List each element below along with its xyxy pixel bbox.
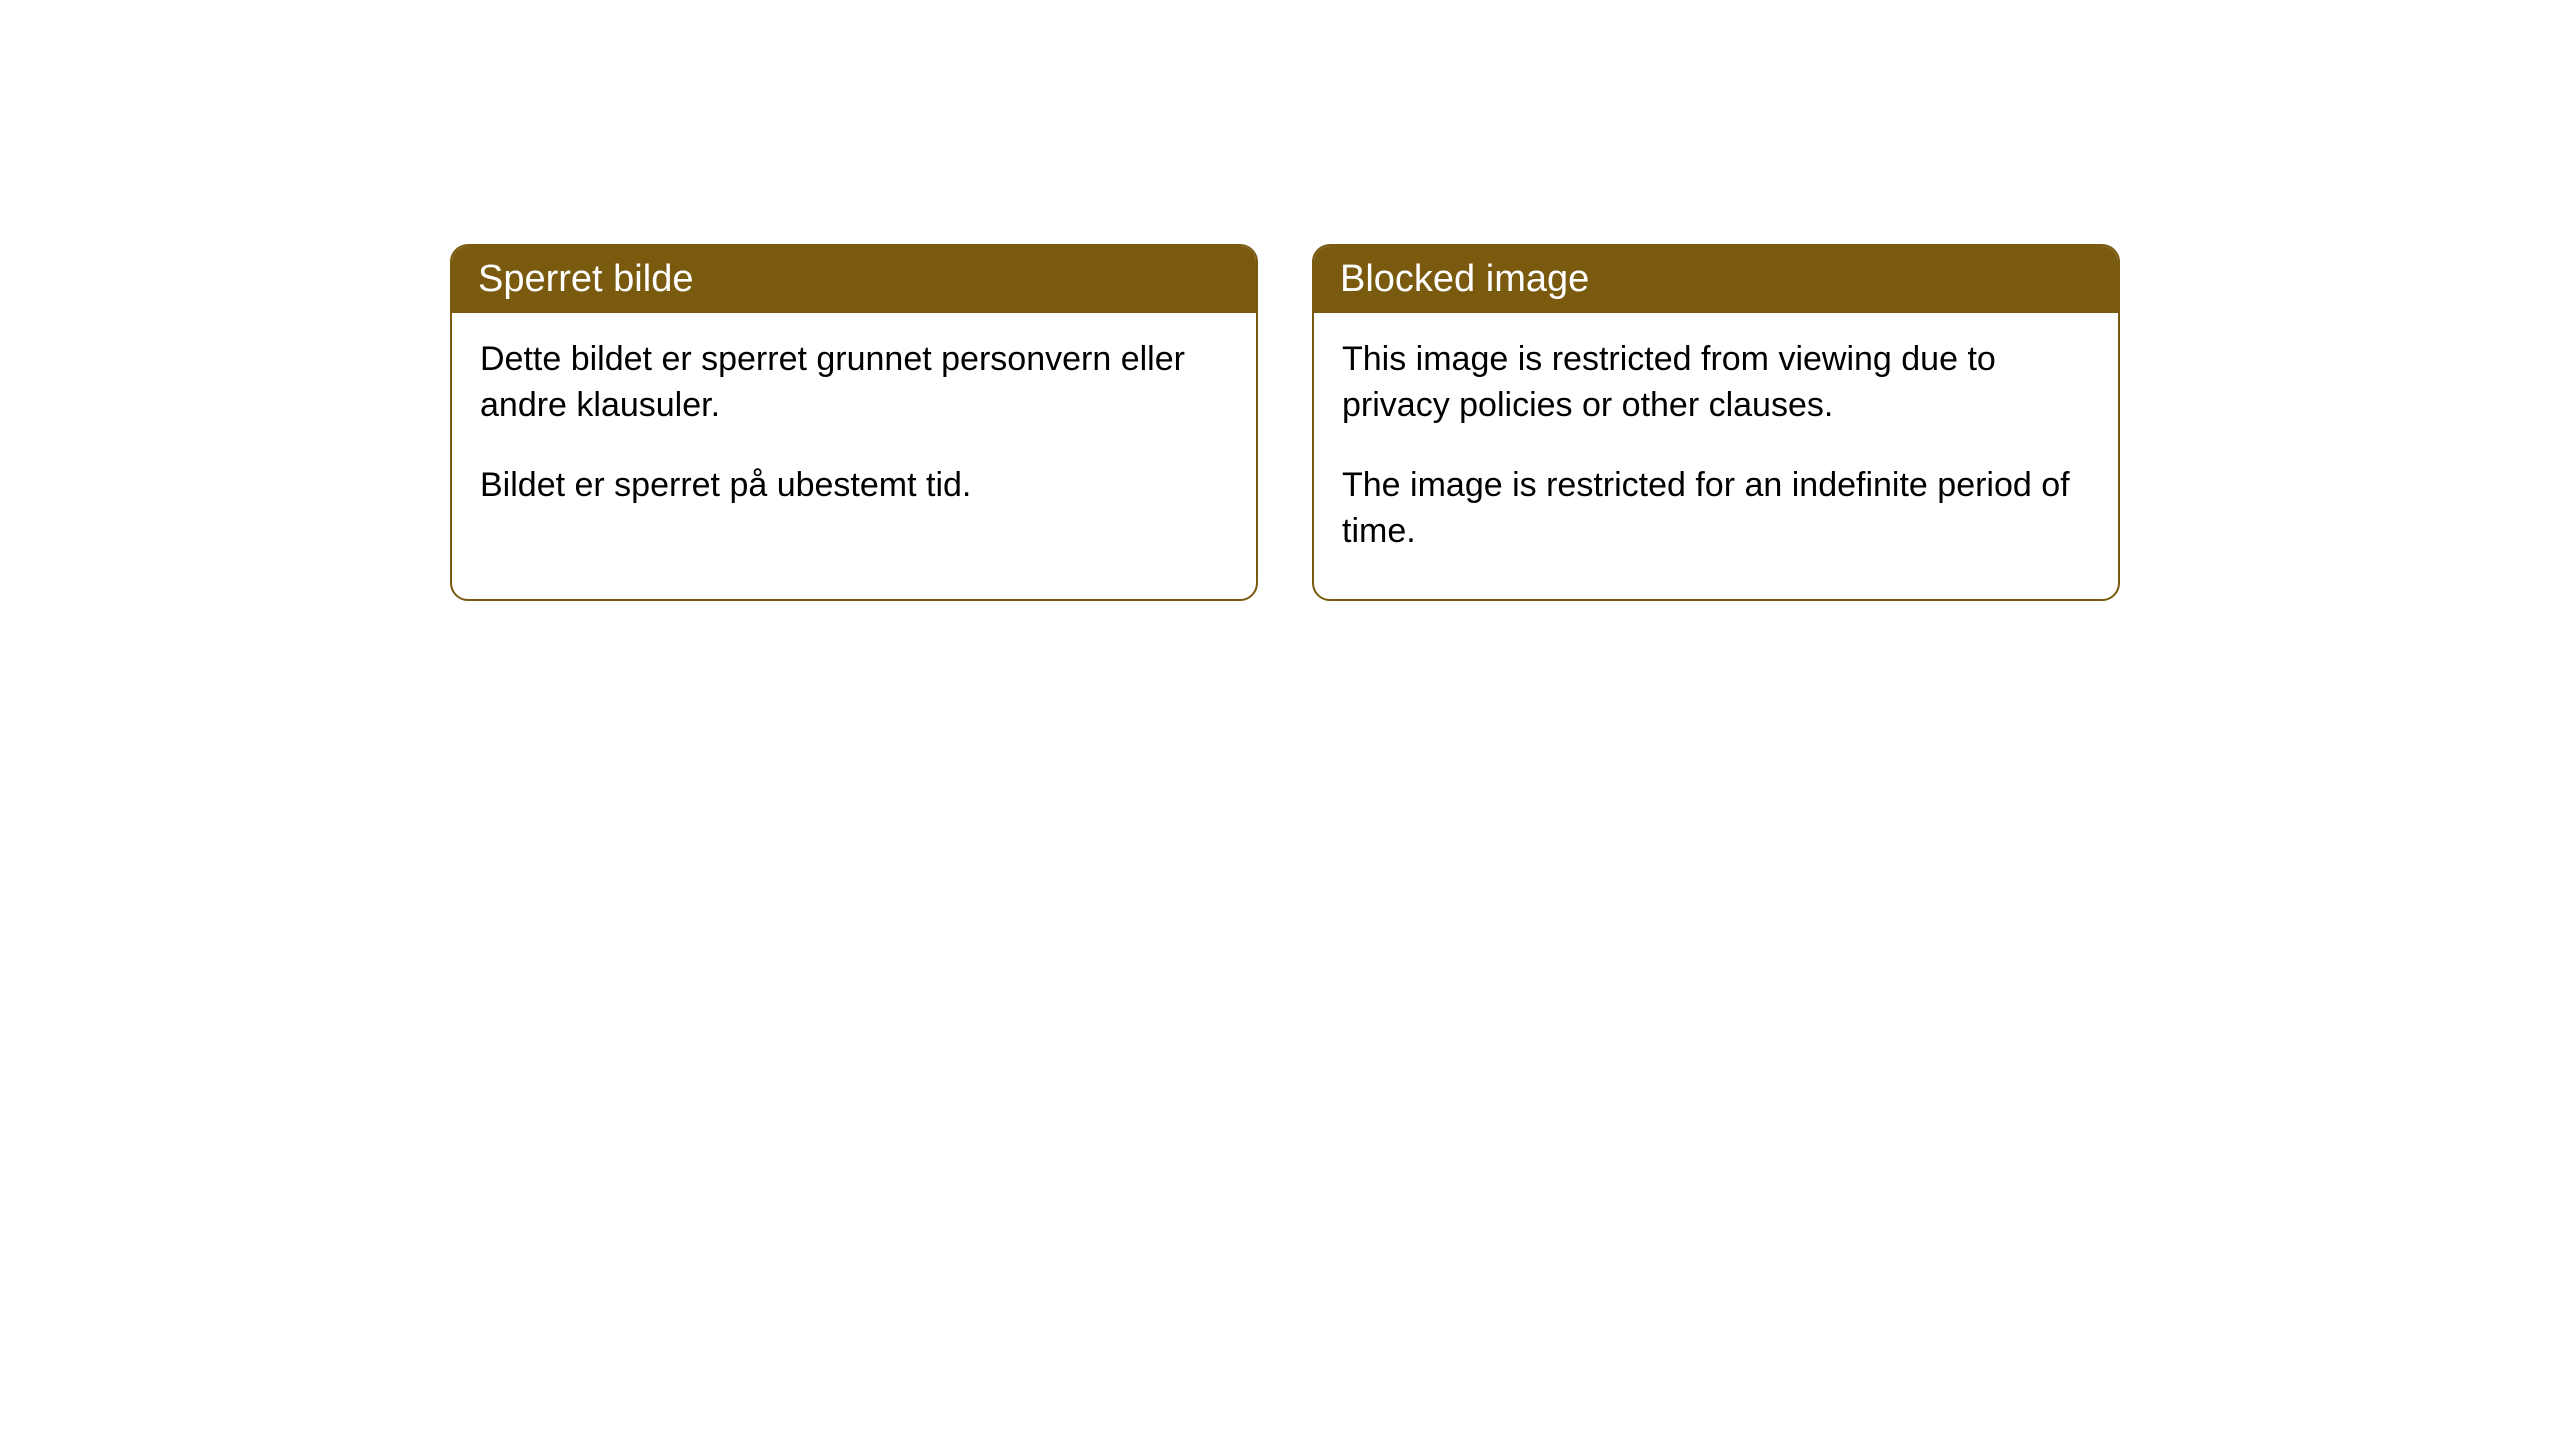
card-paragraph: Bildet er sperret på ubestemt tid. <box>480 463 1228 509</box>
card-paragraph: The image is restricted for an indefinit… <box>1342 463 2090 555</box>
card-body: Dette bildet er sperret grunnet personve… <box>452 313 1256 553</box>
card-paragraph: This image is restricted from viewing du… <box>1342 337 2090 429</box>
notice-cards-container: Sperret bilde Dette bildet er sperret gr… <box>450 244 2120 601</box>
blocked-image-card-en: Blocked image This image is restricted f… <box>1312 244 2120 601</box>
card-paragraph: Dette bildet er sperret grunnet personve… <box>480 337 1228 429</box>
card-title: Blocked image <box>1340 258 1589 300</box>
card-header: Blocked image <box>1314 246 2118 313</box>
card-header: Sperret bilde <box>452 246 1256 313</box>
card-body: This image is restricted from viewing du… <box>1314 313 2118 599</box>
card-title: Sperret bilde <box>478 258 693 300</box>
blocked-image-card-no: Sperret bilde Dette bildet er sperret gr… <box>450 244 1258 601</box>
